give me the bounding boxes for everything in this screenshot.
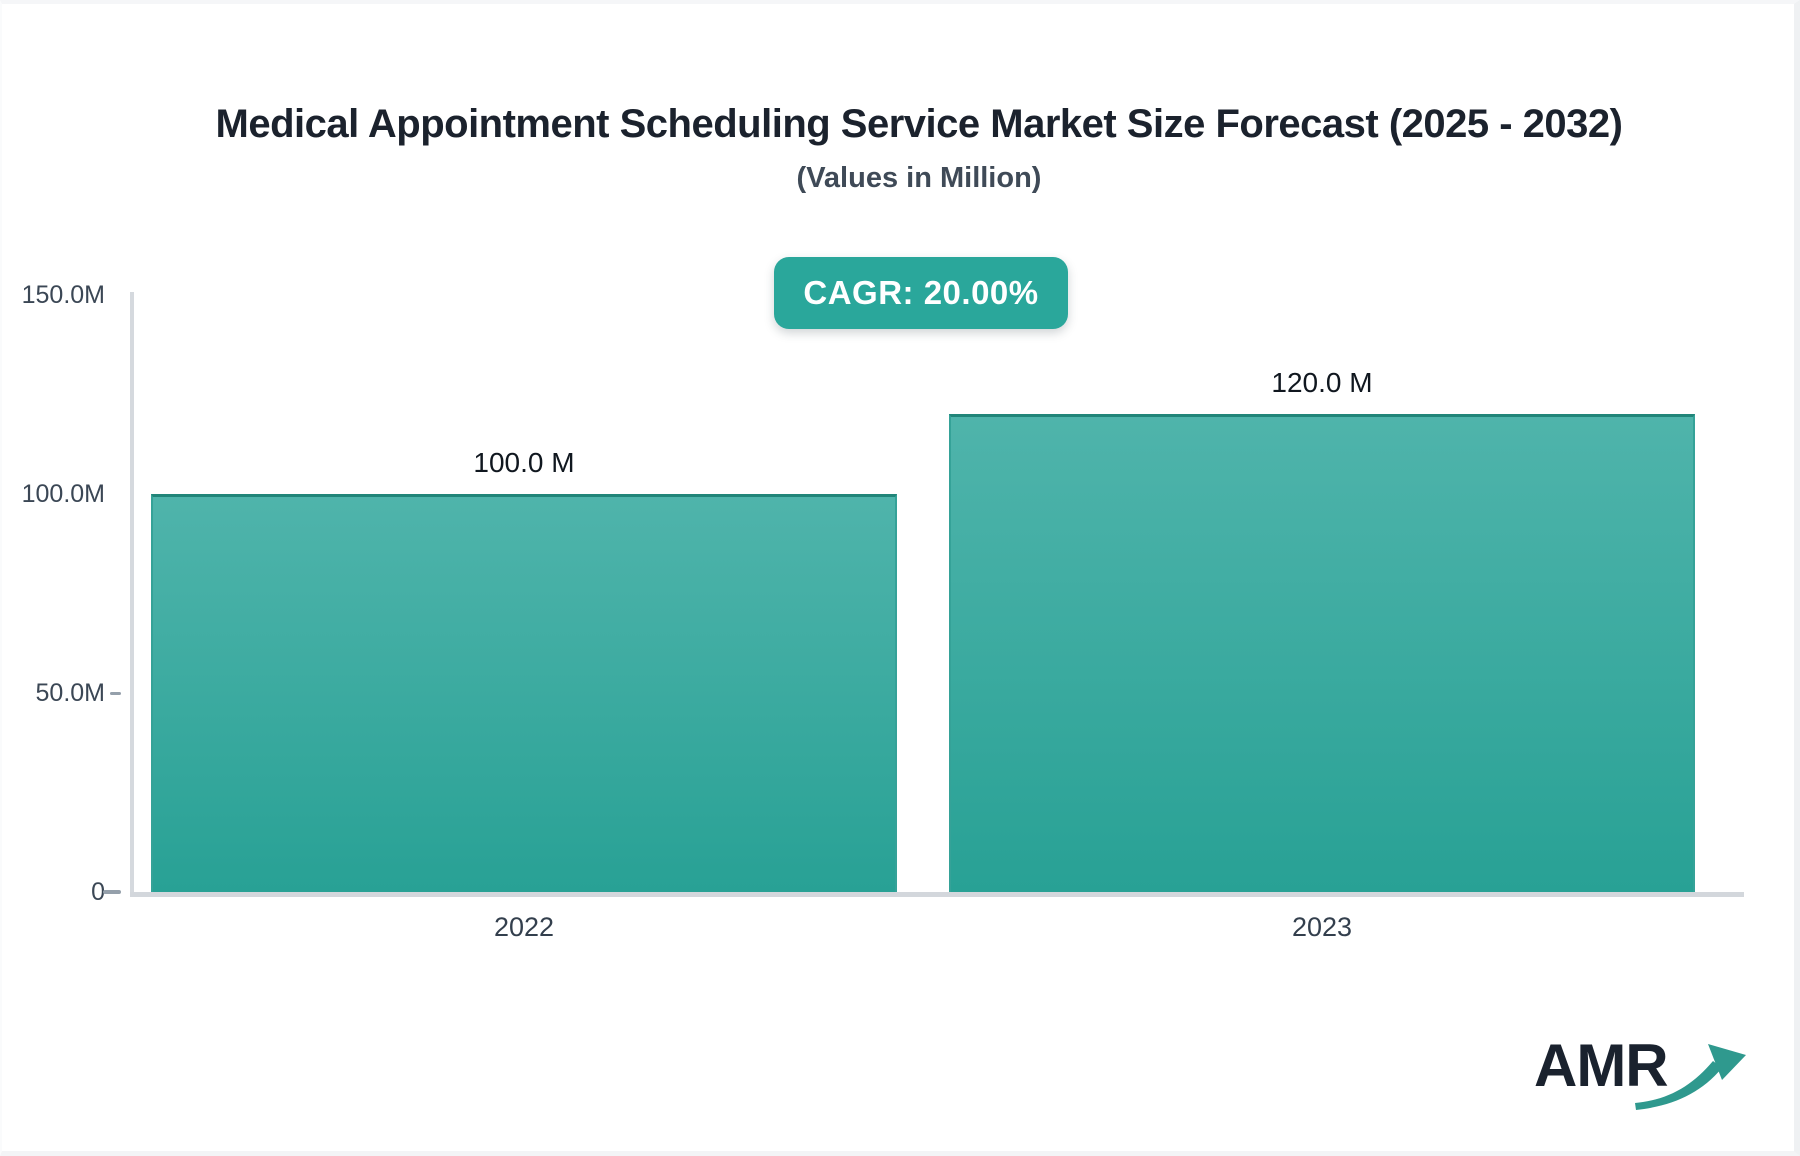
chart-header: Medical Appointment Scheduling Service M… — [23, 100, 1794, 195]
bar-2022 — [151, 494, 897, 892]
x-axis-baseline — [130, 892, 1744, 897]
y-axis-tick-mark — [110, 691, 121, 695]
x-axis-label-2023: 2023 — [1291, 912, 1353, 942]
bar-value-label: 120.0 M — [1271, 367, 1373, 399]
bar-2023 — [949, 414, 1695, 892]
y-axis-tick-label: 0 — [91, 878, 105, 906]
brand-logo: AMR — [1534, 1032, 1746, 1126]
brand-logo-text: AMR — [1534, 1032, 1669, 1099]
y-axis-line — [130, 292, 134, 897]
x-axis-label-2022: 2022 — [493, 912, 555, 942]
y-axis-tick-label: 50.0M — [35, 679, 105, 707]
trending-up-arrow-icon — [1635, 1044, 1746, 1110]
bar-value-label: 100.0 M — [473, 447, 575, 478]
chart-title: Medical Appointment Scheduling Service M… — [215, 102, 1623, 146]
cagr-badge: CAGR: 20.00% — [774, 257, 1068, 329]
y-axis-tick-mark — [103, 890, 121, 894]
chart-subtitle: (Values in Million) — [796, 162, 1042, 194]
y-axis-tick-label: 100.0M — [21, 480, 105, 508]
y-axis-tick-label: 150.0M — [21, 281, 105, 309]
